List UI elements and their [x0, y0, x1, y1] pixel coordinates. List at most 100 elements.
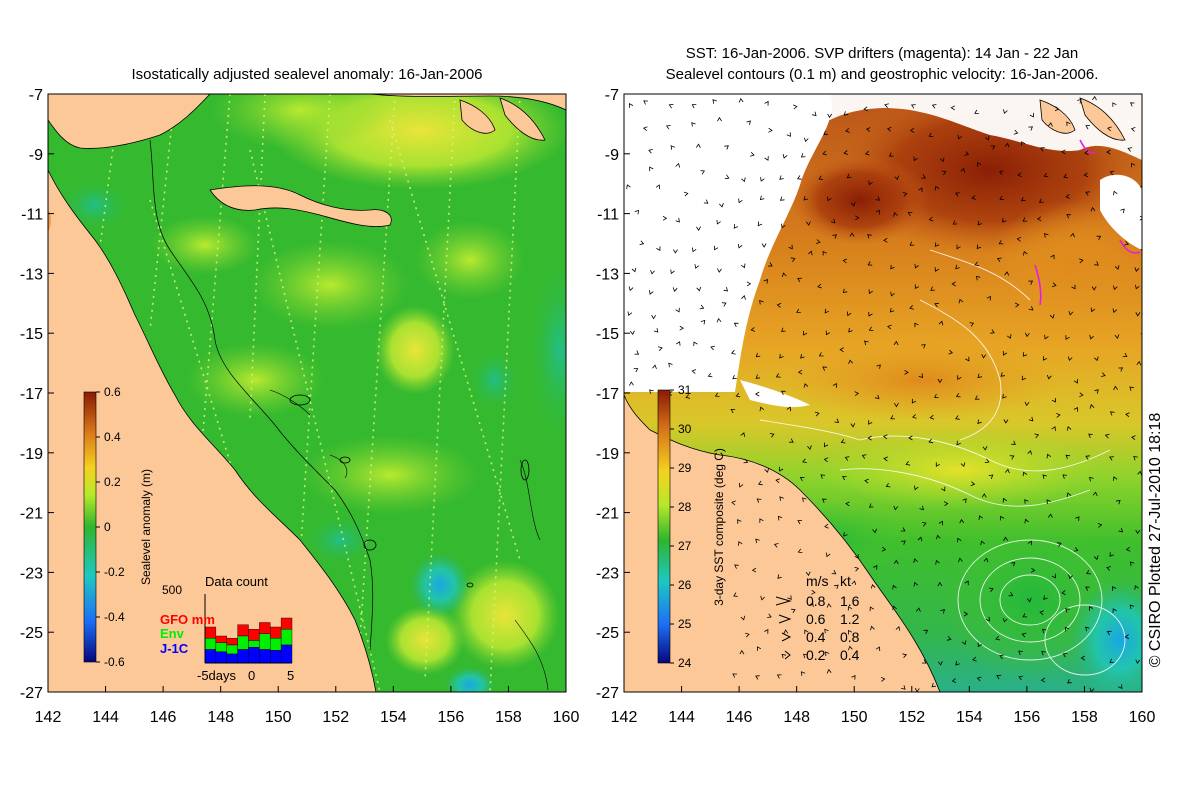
velocity-arrow [861, 454, 867, 459]
velocity-arrow [934, 267, 940, 272]
velocity-arrow [1094, 261, 1099, 266]
data-count-bar-env [237, 635, 249, 650]
velocity-arrow [655, 184, 661, 190]
velocity-arrow [787, 595, 792, 601]
velocity-arrow [649, 389, 654, 394]
velocity-arrow [834, 418, 840, 423]
velocity-arrow [918, 187, 923, 193]
velocity-arrow [1042, 474, 1047, 480]
velocity-legend-arrow [784, 650, 791, 660]
velocity-arrow [941, 486, 946, 492]
velocity-arrow [1088, 433, 1093, 438]
velocity-arrow [842, 476, 847, 481]
velocity-arrow [958, 298, 964, 304]
velocity-arrow [782, 154, 788, 159]
sealevel-contours [759, 249, 1126, 676]
velocity-arrow [1014, 302, 1020, 308]
velocity-arrow [824, 523, 829, 529]
velocity-arrow [921, 659, 927, 664]
velocity-arrow [679, 325, 684, 331]
velocity-arrow [1107, 126, 1112, 132]
velocity-arrow [1062, 653, 1068, 658]
velocity-arrow [822, 366, 828, 371]
velocity-arrow [951, 281, 956, 287]
velocity-arrow [633, 368, 639, 373]
velocity-arrow [882, 434, 888, 440]
lat-label-right: -15 [596, 326, 619, 343]
velocity-arrow [963, 611, 969, 617]
velocity-arrow [824, 308, 829, 314]
velocity-arrow [1034, 433, 1040, 439]
velocity-arrow [1066, 121, 1071, 127]
velocity-arrow [921, 522, 927, 527]
data-count-bar-gfo [270, 626, 282, 639]
velocity-arrow [1026, 597, 1032, 603]
anomaly-colorbar-tick-label: 0.4 [104, 430, 121, 444]
velocity-arrow [876, 364, 881, 369]
data-count-x-start: -5days [197, 668, 237, 683]
velocity-arrow [964, 580, 969, 586]
velocity-arrow [1085, 191, 1090, 196]
data-count-bar-gfo [226, 638, 238, 646]
velocity-arrow [779, 466, 784, 472]
velocity-arrow [1002, 497, 1008, 503]
velocity-arrow [759, 518, 764, 523]
velocity-arrow [1056, 542, 1062, 547]
velocity-arrow [815, 239, 821, 244]
velocity-arrow [999, 195, 1005, 200]
velocity-arrow [675, 217, 680, 223]
velocity-arrow [1065, 608, 1070, 613]
velocity-arrow [750, 152, 755, 157]
velocity-legend-kt: 1.6 [840, 593, 860, 609]
lon-label-right: 158 [1071, 709, 1098, 726]
velocity-arrow [1048, 122, 1053, 127]
velocity-arrow [755, 352, 761, 358]
lat-label-right: -7 [605, 87, 619, 104]
velocity-arrow [1135, 529, 1141, 535]
velocity-arrow [735, 392, 741, 398]
data-count-bar-env [270, 638, 282, 651]
lat-label-left: -7 [29, 87, 43, 104]
velocity-arrow [730, 349, 736, 355]
velocity-arrow [958, 557, 963, 563]
velocity-arrow [1075, 516, 1080, 521]
lon-label-left: 160 [553, 709, 580, 726]
velocity-arrow [1131, 162, 1136, 168]
velocity-arrow [800, 153, 806, 158]
velocity-arrow [1023, 250, 1028, 256]
velocity-arrow [842, 258, 848, 264]
velocity-arrow [675, 162, 681, 168]
velocity-arrow [893, 402, 899, 408]
velocity-arrow [913, 581, 919, 587]
velocity-arrow [751, 567, 757, 573]
data-count-bar-j1c [248, 647, 260, 664]
velocity-arrow [952, 220, 958, 225]
anomaly-colorbar-tick-label: -0.4 [104, 610, 125, 624]
velocity-arrow [912, 414, 917, 419]
velocity-arrow [786, 132, 791, 137]
velocity-arrow [832, 234, 838, 239]
velocity-arrow [948, 349, 954, 355]
velocity-arrow [1065, 335, 1070, 340]
velocity-legend-ms: 0.8 [806, 593, 826, 609]
lat-label-right: -11 [597, 207, 619, 224]
velocity-arrow [1118, 367, 1124, 372]
velocity-arrow [1093, 555, 1099, 561]
velocity-arrow [755, 675, 760, 680]
velocity-arrow [1129, 102, 1135, 107]
velocity-arrow [909, 127, 915, 133]
velocity-arrow [890, 415, 895, 420]
velocity-arrow [649, 290, 654, 295]
anomaly-colorbar-ticks: 0.6 0.4 0.2 0 -0.2 -0.4 -0.6 [96, 385, 125, 669]
velocity-arrow [651, 314, 657, 320]
velocity-arrow [1140, 185, 1142, 188]
velocity-arrow [1064, 626, 1070, 632]
velocity-arrow [1043, 595, 1048, 601]
velocity-arrow [769, 433, 775, 438]
anomaly-colorbar: 0.6 0.4 0.2 0 -0.2 -0.4 -0.6 Sealevel anomaly … [83, 385, 153, 669]
velocity-arrow [675, 307, 680, 313]
velocity-arrow [804, 629, 809, 635]
velocity-arrow [714, 392, 720, 397]
velocity-arrow [781, 327, 786, 332]
